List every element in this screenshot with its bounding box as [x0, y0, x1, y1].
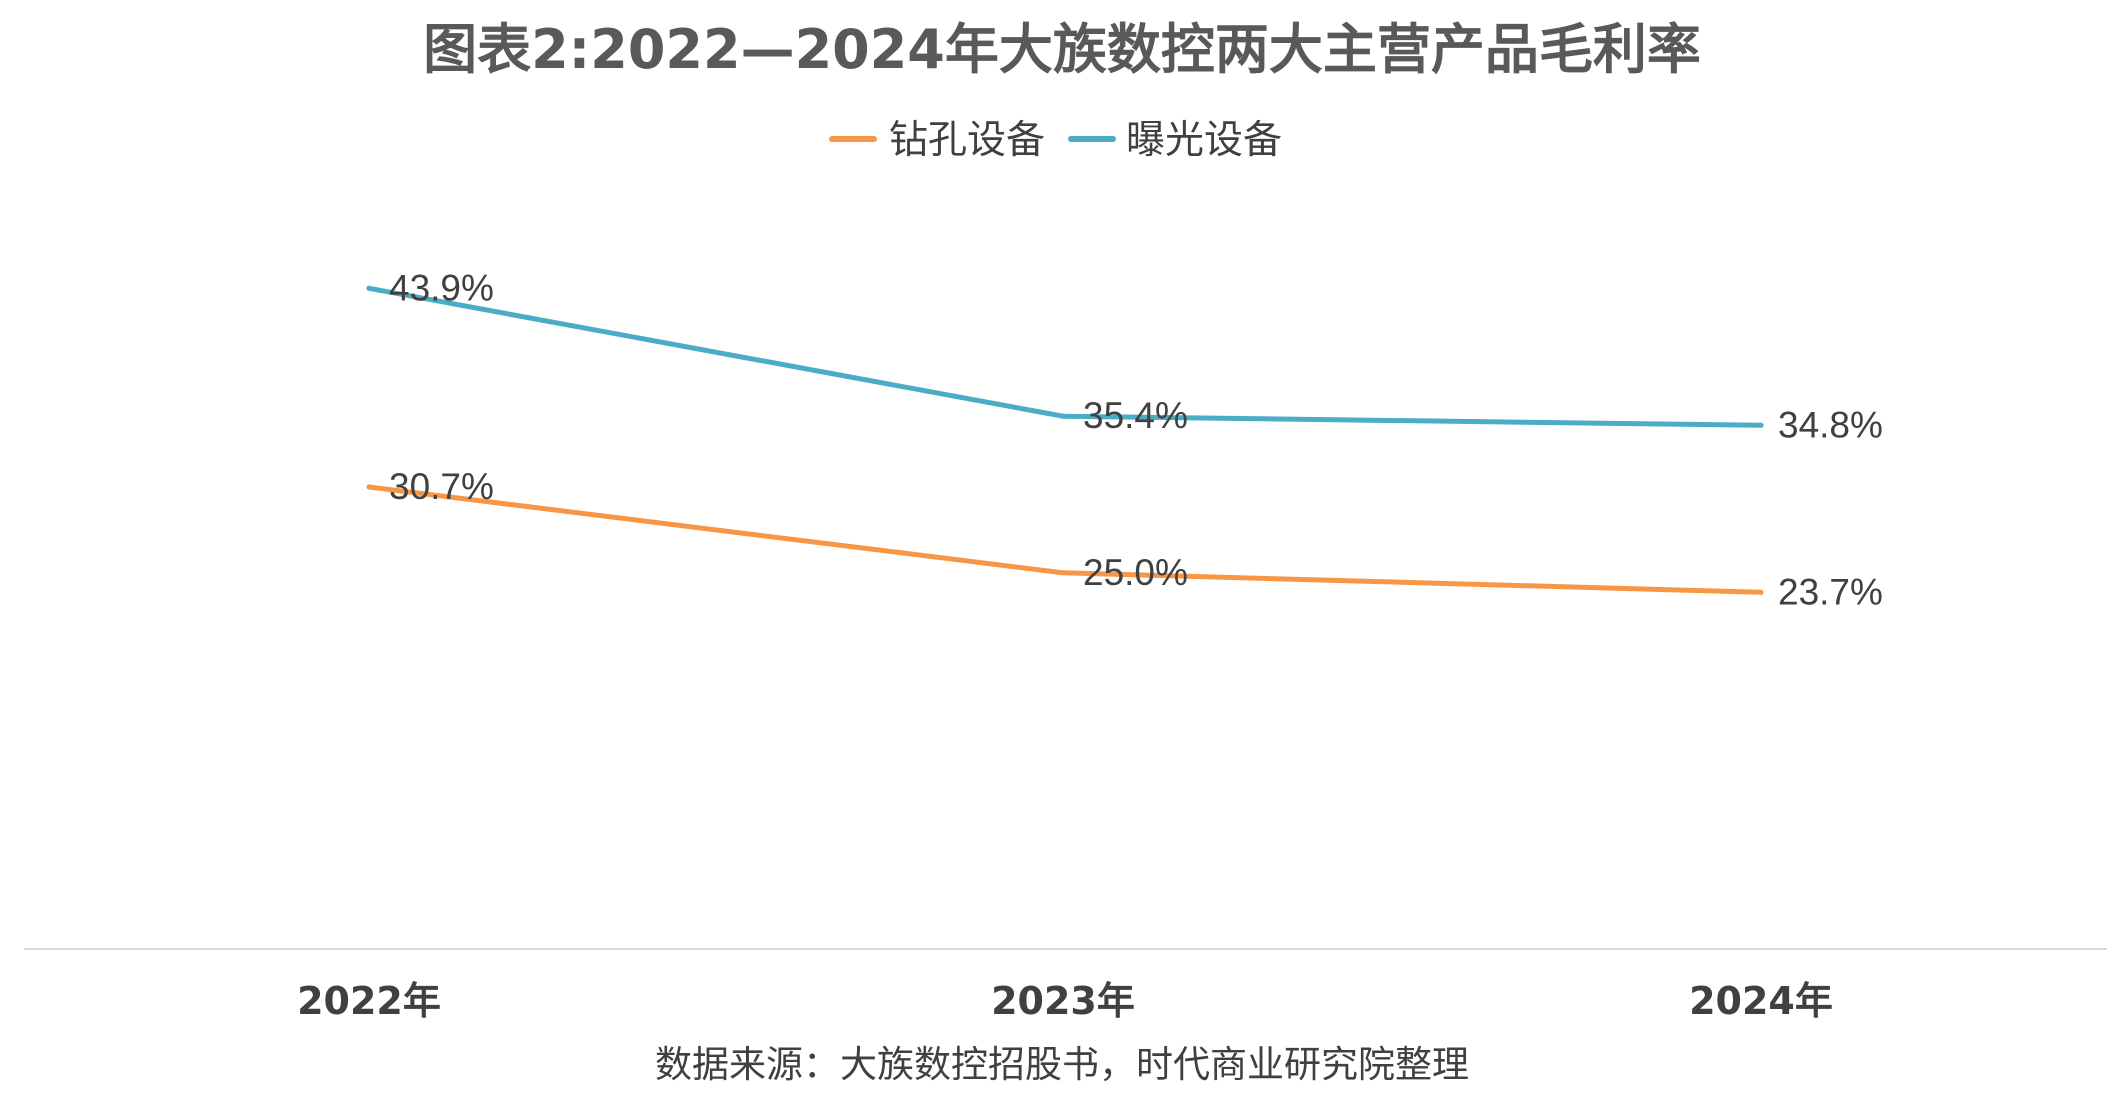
data-labels-layer: 30.7% 25.0% 23.7% 43.9% 35.4% 34.8%	[389, 267, 1883, 612]
series-line-2	[366, 285, 1764, 428]
series-1-label-1: 30.7%	[389, 466, 494, 507]
legend: 钻孔设备 曝光设备	[829, 118, 1282, 163]
x-tick-labels: 2022年 2023年 2024年	[297, 979, 1833, 1023]
series-1-point-2	[1060, 570, 1066, 576]
series-1-point-3	[1758, 589, 1764, 595]
series-2-label-1: 43.9%	[389, 267, 494, 308]
series-1-label-2: 25.0%	[1083, 552, 1188, 593]
series-2-point-1	[366, 285, 372, 291]
series-2-label-2: 35.4%	[1083, 395, 1188, 436]
series-2-point-3	[1758, 422, 1764, 428]
series-1-point-1	[366, 484, 372, 490]
series-1-label-3: 23.7%	[1778, 571, 1883, 612]
chart-title: 图表2:2022—2024年大族数控两大主营产品毛利率	[423, 18, 1701, 81]
x-tick-label-1: 2022年	[297, 979, 441, 1023]
legend-label-2: 曝光设备	[1126, 118, 1282, 163]
source-note: 数据来源：大族数控招股书，时代商业研究院整理	[655, 1043, 1469, 1086]
x-tick-label-3: 2024年	[1689, 979, 1833, 1023]
legend-label-1: 钻孔设备	[889, 118, 1045, 163]
series-line-1	[366, 484, 1764, 595]
series-2-point-2	[1060, 413, 1066, 419]
series-2-label-3: 34.8%	[1778, 404, 1883, 445]
series-layer	[366, 285, 1764, 595]
x-tick-label-2: 2023年	[991, 979, 1135, 1023]
